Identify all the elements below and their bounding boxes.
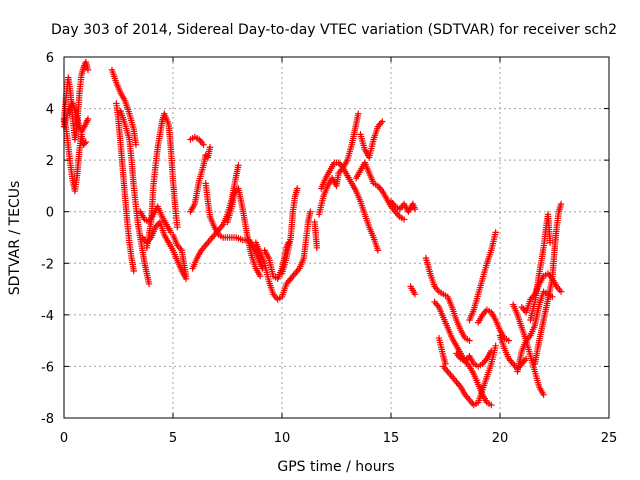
data-point	[400, 216, 408, 223]
x-tick-label: 10	[274, 431, 291, 446]
data-point	[492, 342, 499, 349]
data-point	[200, 141, 207, 148]
data-point	[411, 205, 419, 213]
data-point	[492, 229, 499, 236]
x-tick-label: 20	[492, 431, 509, 446]
data-point	[206, 144, 214, 151]
x-tick-label: 5	[169, 431, 177, 446]
y-tick-label: 6	[46, 51, 54, 66]
data-point	[557, 288, 565, 295]
data-point	[355, 110, 362, 117]
x-tick-label: 25	[601, 431, 618, 446]
data-points	[60, 58, 565, 409]
y-tick-label: -2	[41, 257, 54, 272]
y-tick-label: -8	[41, 412, 54, 427]
y-tick-label: 4	[46, 103, 54, 118]
data-point	[82, 138, 89, 146]
data-point	[313, 244, 321, 252]
data-point	[132, 141, 140, 148]
x-tick-label: 0	[60, 431, 68, 446]
data-point	[540, 391, 547, 398]
data-point	[505, 337, 512, 344]
data-point	[546, 239, 554, 246]
data-point	[379, 118, 386, 125]
data-point	[174, 223, 181, 231]
x-axis-label: GPS time / hours	[277, 459, 394, 475]
data-point	[466, 337, 473, 344]
data-point	[81, 140, 88, 147]
data-point	[84, 115, 92, 123]
y-tick-label: -4	[41, 309, 54, 324]
data-point	[374, 247, 382, 254]
y-tick-label: 0	[46, 206, 54, 221]
data-point	[257, 272, 264, 280]
data-point	[557, 200, 565, 208]
data-point	[235, 162, 242, 169]
chart-title: Day 303 of 2014, Sidereal Day-to-day VTE…	[51, 22, 617, 38]
data-point	[294, 185, 301, 192]
x-tick-label: 15	[383, 431, 400, 446]
data-point	[488, 401, 495, 409]
y-tick-label: 2	[46, 154, 54, 169]
data-point	[549, 293, 556, 301]
data-point	[145, 280, 153, 288]
data-point	[182, 272, 190, 280]
plot-frame	[63, 56, 610, 419]
data-point	[488, 347, 495, 355]
data-point	[84, 66, 92, 74]
data-point	[130, 267, 137, 275]
y-tick-label: -6	[41, 360, 54, 375]
data-point	[411, 291, 419, 298]
data-point	[307, 208, 314, 215]
y-axis-label: SDTVAR / TECUs	[7, 181, 23, 296]
